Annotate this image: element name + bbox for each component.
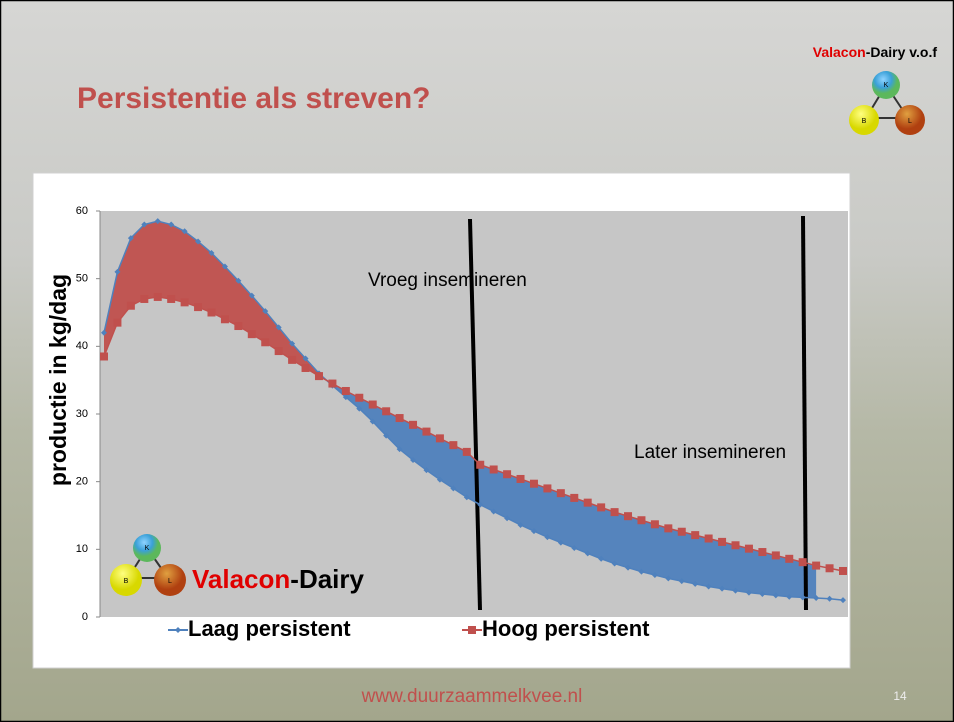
- logo-letter: B: [124, 578, 129, 585]
- company-rest: -Dairy v.o.f: [866, 44, 938, 60]
- legend-marker: [468, 626, 476, 634]
- marker: [637, 516, 645, 524]
- page-number: 14: [893, 689, 907, 703]
- marker: [799, 558, 807, 566]
- marker: [597, 503, 605, 511]
- marker: [611, 508, 619, 516]
- marker: [369, 401, 377, 409]
- logo-letter: K: [145, 545, 150, 552]
- marker: [490, 465, 498, 473]
- marker: [543, 484, 551, 492]
- y-tick-label: 20: [76, 476, 88, 488]
- marker: [302, 364, 310, 372]
- marker: [275, 347, 283, 355]
- company-name: Valacon-Dairy v.o.f: [813, 44, 938, 60]
- marker: [154, 293, 162, 301]
- marker: [422, 428, 430, 436]
- marker: [812, 562, 820, 570]
- marker: [826, 564, 834, 572]
- marker: [167, 295, 175, 303]
- slide: Persistentie als streven? Valacon-Dairy …: [0, 0, 954, 722]
- legend-label: Hoog persistent: [482, 616, 650, 641]
- logo-letter: L: [168, 578, 172, 585]
- marker: [718, 538, 726, 546]
- marker: [530, 480, 538, 488]
- marker: [140, 295, 148, 303]
- marker: [409, 421, 417, 429]
- marker: [194, 303, 202, 311]
- marker: [517, 475, 525, 483]
- marker: [315, 372, 323, 380]
- marker: [436, 434, 444, 442]
- marker: [839, 567, 847, 575]
- marker: [651, 520, 659, 528]
- marker: [476, 461, 484, 469]
- y-tick-label: 60: [76, 205, 88, 217]
- marker: [624, 512, 632, 520]
- slide-title: Persistentie als streven?: [77, 82, 431, 115]
- marker: [745, 545, 753, 553]
- marker: [261, 338, 269, 346]
- marker: [732, 541, 740, 549]
- marker: [503, 470, 511, 478]
- marker: [221, 315, 229, 323]
- y-tick-label: 0: [82, 611, 88, 623]
- marker: [113, 319, 121, 327]
- annotation: Vroeg insemineren: [368, 270, 527, 291]
- marker: [127, 302, 135, 310]
- marker: [288, 356, 296, 364]
- marker: [584, 499, 592, 507]
- logo-letter: B: [862, 118, 867, 125]
- footer-url: www.duurzaammelkvee.nl: [361, 686, 583, 707]
- marker: [342, 387, 350, 395]
- marker: [557, 489, 565, 497]
- marker: [772, 551, 780, 559]
- marker: [382, 407, 390, 415]
- y-tick-label: 50: [76, 273, 88, 285]
- watermark-rest: -Dairy: [290, 564, 364, 594]
- y-axis-title: productie in kg/dag: [45, 274, 71, 486]
- marker: [396, 414, 404, 422]
- legend-label: Laag persistent: [188, 616, 351, 641]
- marker: [691, 531, 699, 539]
- marker: [248, 330, 256, 338]
- marker: [758, 548, 766, 556]
- marker: [355, 394, 363, 402]
- logo-letter: L: [908, 118, 912, 125]
- y-tick-label: 10: [76, 543, 88, 555]
- company-red: Valacon: [813, 44, 866, 60]
- marker: [664, 524, 672, 532]
- annotation: Later insemineren: [634, 442, 786, 463]
- marker: [100, 352, 108, 360]
- marker: [785, 555, 793, 563]
- marker: [678, 528, 686, 536]
- marker: [207, 309, 215, 317]
- marker: [463, 448, 471, 456]
- marker: [570, 494, 578, 502]
- y-tick-label: 30: [76, 408, 88, 420]
- logo-letter: K: [884, 82, 889, 89]
- marker: [234, 322, 242, 330]
- watermark-red: Valacon: [192, 564, 290, 594]
- marker: [181, 298, 189, 306]
- y-tick-label: 40: [76, 340, 88, 352]
- watermark-text: Valacon-Dairy: [192, 564, 365, 594]
- marker: [328, 380, 336, 388]
- marker: [449, 441, 457, 449]
- marker: [705, 535, 713, 543]
